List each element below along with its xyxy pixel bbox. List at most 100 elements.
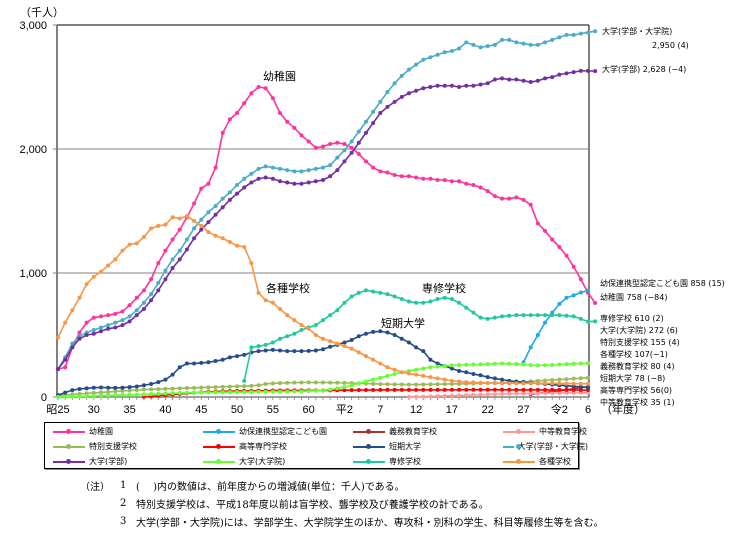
data-point <box>184 390 189 395</box>
data-point <box>270 96 275 101</box>
data-point <box>263 175 268 180</box>
data-point <box>557 72 562 77</box>
series-line <box>57 30 596 370</box>
data-point <box>134 308 139 313</box>
data-point <box>285 313 290 318</box>
data-point <box>550 391 555 396</box>
data-point <box>578 384 583 389</box>
data-point <box>156 261 161 266</box>
data-point <box>449 83 454 88</box>
data-point <box>106 326 111 331</box>
data-point <box>356 388 361 393</box>
data-point <box>593 69 598 74</box>
data-point <box>550 381 555 386</box>
data-point <box>435 297 440 302</box>
data-point <box>578 290 583 295</box>
data-point <box>371 357 376 362</box>
series-annotation: 短期大学 <box>381 316 425 330</box>
data-point <box>371 329 376 334</box>
note-text: 特別支援学校は、平成18年度以前は盲学校、聾学校及び養護学校の計である。 <box>136 499 489 511</box>
data-point <box>363 388 368 393</box>
y-tick-label: 1,000 <box>19 268 47 280</box>
data-point <box>127 242 132 247</box>
legend-label: 高等専門学校 <box>239 442 287 451</box>
data-point <box>464 380 469 385</box>
data-point <box>356 334 361 339</box>
data-point <box>378 361 383 366</box>
notes: （注） 1 ( )内の数値は、前年度からの増減値(単位：千人)である。 2 特別… <box>80 476 604 530</box>
data-point <box>550 237 555 242</box>
legend-label: 大学(大学院) <box>239 457 286 466</box>
data-point <box>449 366 454 371</box>
data-point <box>478 45 483 50</box>
data-point <box>521 362 526 367</box>
legend-swatch <box>203 458 235 464</box>
data-point <box>399 370 404 375</box>
data-point <box>571 264 576 269</box>
legend-item: 中等教育学校 <box>503 424 588 439</box>
data-point <box>113 311 118 316</box>
data-point <box>435 52 440 57</box>
data-point <box>485 375 490 380</box>
data-point <box>120 248 125 253</box>
data-point <box>249 180 254 185</box>
data-point <box>220 390 225 395</box>
data-point <box>270 165 275 170</box>
data-point <box>593 29 598 34</box>
data-point <box>385 292 390 297</box>
data-point <box>149 292 154 297</box>
data-point <box>113 257 118 262</box>
legend-marker <box>516 458 521 464</box>
end-label-layer: 大学(学部・大学院) 2,950 (4) 大学(学部) 2,628 (−4) 幼保連携… <box>600 26 725 407</box>
data-point <box>256 166 261 171</box>
data-point <box>70 345 75 350</box>
data-point <box>564 387 569 392</box>
data-point <box>471 362 476 367</box>
data-point <box>543 363 548 368</box>
data-point <box>464 387 469 392</box>
data-point <box>457 363 462 368</box>
data-point <box>571 376 576 381</box>
data-point <box>299 169 304 174</box>
x-tick-label: 50 <box>231 404 243 416</box>
data-point <box>349 346 354 351</box>
data-point <box>478 392 483 397</box>
x-tick-label: 7 <box>377 404 383 416</box>
data-point <box>543 228 548 233</box>
data-point <box>163 222 168 227</box>
data-point <box>371 381 376 386</box>
end-value-label: 義務教育学校 80 (4) <box>600 361 675 371</box>
data-point <box>421 382 426 387</box>
data-point <box>263 298 268 303</box>
data-point <box>91 315 96 320</box>
data-point <box>392 372 397 377</box>
data-point <box>84 320 89 325</box>
data-point <box>471 380 476 385</box>
data-point <box>399 387 404 392</box>
data-point <box>63 357 68 362</box>
data-point <box>414 88 419 93</box>
data-point <box>449 381 454 386</box>
data-point <box>184 386 189 391</box>
data-point <box>371 109 376 114</box>
data-point <box>392 99 397 104</box>
data-point <box>342 142 347 147</box>
data-point <box>91 331 96 336</box>
data-point <box>149 277 154 282</box>
data-point <box>263 86 268 91</box>
data-point <box>457 387 462 392</box>
data-point <box>586 375 590 380</box>
data-point <box>550 387 555 392</box>
data-point <box>256 290 261 295</box>
data-point <box>385 382 390 387</box>
data-point <box>406 387 411 392</box>
data-point <box>113 325 118 330</box>
data-point <box>385 330 390 335</box>
x-tick-label: 27 <box>517 404 529 416</box>
data-point <box>270 381 275 386</box>
legend-marker <box>216 458 221 464</box>
data-point <box>91 385 96 390</box>
legend-swatch <box>53 443 85 449</box>
series-annotation: 各種学校 <box>266 281 310 295</box>
legend-item: 特別支援学校 <box>53 439 203 454</box>
